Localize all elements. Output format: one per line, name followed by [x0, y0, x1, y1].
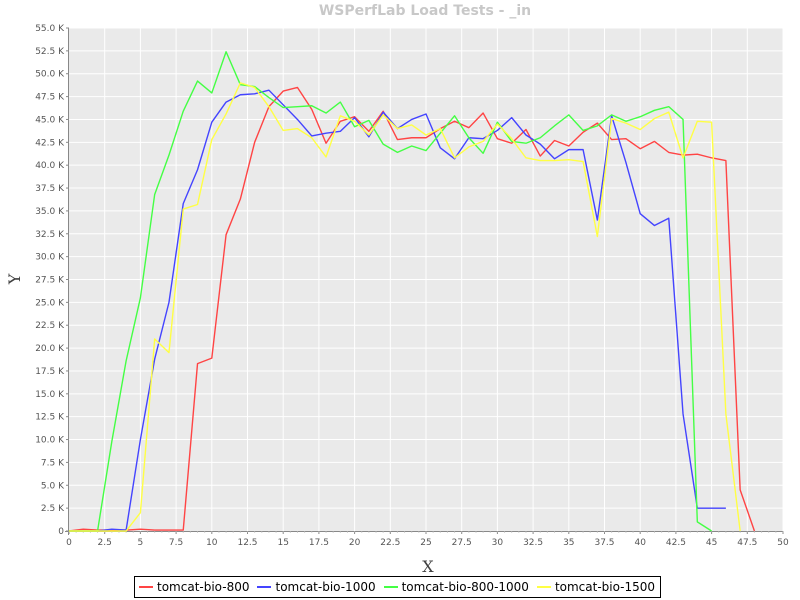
- x-tick-label: 30: [492, 538, 504, 548]
- x-tick-label: 40: [634, 538, 646, 548]
- y-tick-label: 40.0 K: [35, 161, 65, 171]
- y-tick-label: 5.0 K: [41, 481, 65, 491]
- x-tick-label: 50: [777, 538, 789, 548]
- x-tick-label: 10: [206, 538, 218, 548]
- x-tick-label: 42.5: [666, 538, 686, 548]
- x-tick-label: 12.5: [237, 538, 257, 548]
- y-tick-label: 42.5 K: [35, 138, 65, 148]
- y-tick-label: 55.0 K: [35, 24, 65, 34]
- x-tick-label: 15: [277, 538, 288, 548]
- y-tick-label: 10.0 K: [35, 436, 65, 446]
- x-axis-title: X: [422, 557, 434, 576]
- y-tick-label: 35.0 K: [35, 207, 65, 217]
- legend-swatch: [537, 586, 551, 588]
- legend-item: tomcat-bio-1500: [537, 580, 655, 594]
- y-tick-label: 2.5 K: [41, 504, 65, 514]
- y-tick-label: 50.0 K: [35, 70, 65, 80]
- x-tick-label: 0: [66, 538, 72, 548]
- x-tick-label: 20: [349, 538, 361, 548]
- y-tick-label: 37.5 K: [35, 184, 65, 194]
- x-tick-label: 2.5: [98, 538, 112, 548]
- legend-label: tomcat-bio-800-1000: [402, 580, 529, 594]
- x-tick-label: 7.5: [169, 538, 183, 548]
- legend: tomcat-bio-800 tomcat-bio-1000 tomcat-bio-…: [134, 576, 661, 598]
- y-tick-label: 47.5 K: [35, 93, 65, 103]
- y-tick-label: 30.0 K: [35, 253, 65, 263]
- legend-swatch: [257, 586, 271, 588]
- y-tick-label: 32.5 K: [35, 230, 65, 240]
- legend-item: tomcat-bio-800-1000: [384, 580, 529, 594]
- y-tick-label: 0: [58, 527, 64, 537]
- legend-label: tomcat-bio-800: [157, 580, 249, 594]
- y-tick-label: 45.0 K: [35, 115, 65, 125]
- x-tick-label: 47.5: [737, 538, 757, 548]
- legend-swatch: [139, 586, 153, 588]
- y-tick-label: 52.5 K: [35, 47, 65, 57]
- y-tick-label: 20.0 K: [35, 344, 65, 354]
- x-tick-label: 35: [563, 538, 574, 548]
- x-tick-label: 27.5: [452, 538, 472, 548]
- y-tick-label: 27.5 K: [35, 276, 65, 286]
- x-tick-label: 32.5: [523, 538, 543, 548]
- y-tick-label: 17.5 K: [35, 367, 65, 377]
- x-tick-label: 22.5: [380, 538, 400, 548]
- y-tick-label: 7.5 K: [41, 458, 65, 468]
- y-tick-label: 22.5 K: [35, 321, 65, 331]
- y-tick-label: 15.0 K: [35, 390, 65, 400]
- x-tick-label: 5: [138, 538, 144, 548]
- legend-label: tomcat-bio-1000: [275, 580, 375, 594]
- legend-item: tomcat-bio-1000: [257, 580, 375, 594]
- legend-label: tomcat-bio-1500: [555, 580, 655, 594]
- x-tick-label: 17.5: [309, 538, 329, 548]
- legend-swatch: [384, 586, 398, 588]
- y-tick-label: 25.0 K: [35, 298, 65, 308]
- y-axis-title: Y: [5, 273, 24, 285]
- x-tick-label: 45: [706, 538, 717, 548]
- x-tick-label: 25: [420, 538, 431, 548]
- x-tick-label: 37.5: [594, 538, 614, 548]
- y-tick-label: 12.5 K: [35, 413, 65, 423]
- legend-item: tomcat-bio-800: [139, 580, 249, 594]
- chart-title: WSPerfLab Load Tests - _in: [319, 3, 531, 19]
